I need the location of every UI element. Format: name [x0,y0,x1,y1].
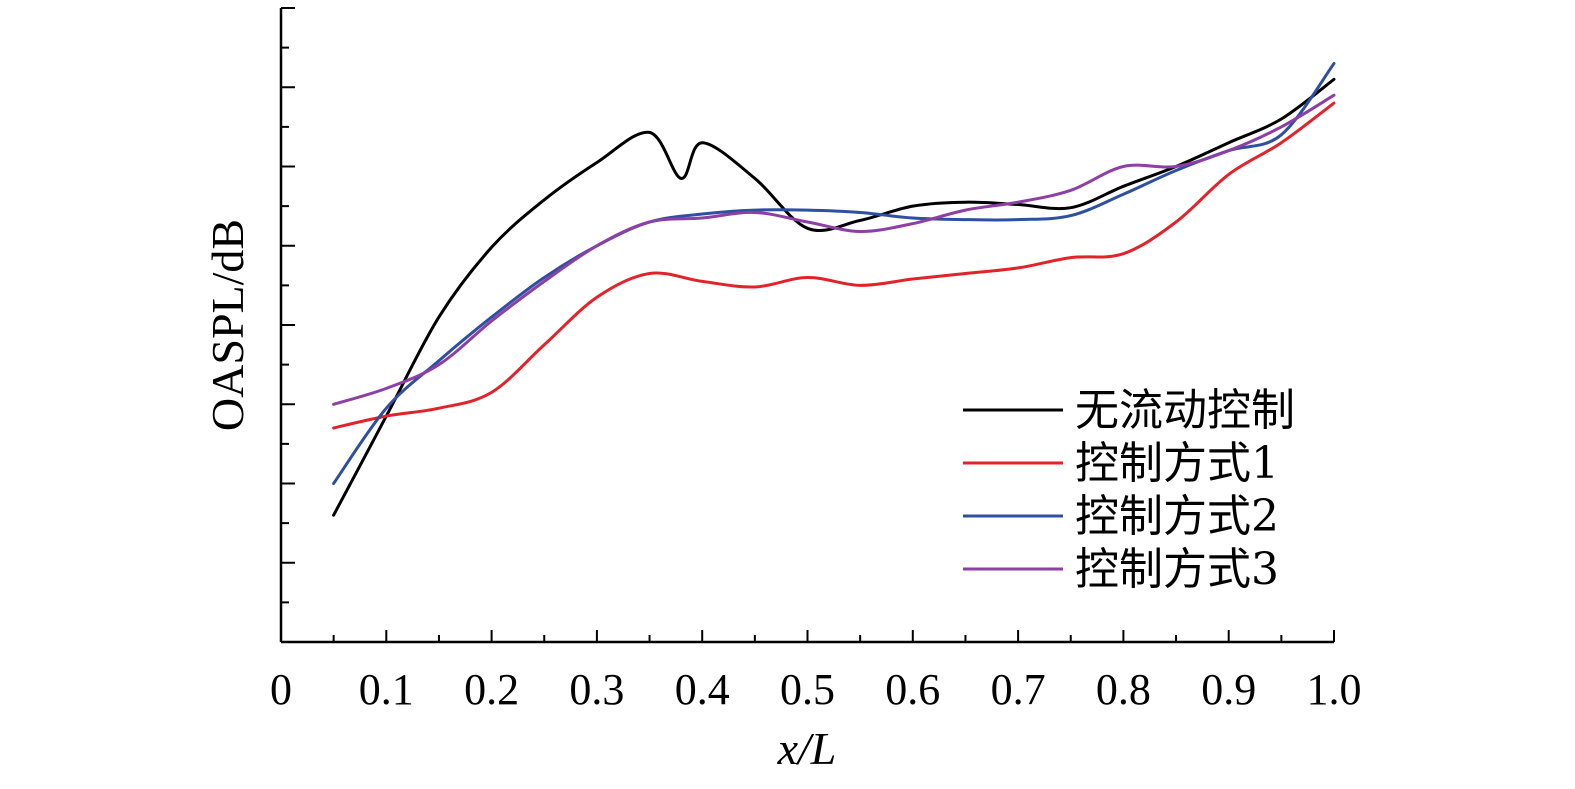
x-axis-title: x/L [777,723,837,774]
x-tick-label: 0.1 [359,665,414,714]
x-tick-label: 0.4 [675,665,730,714]
series-line-2 [332,101,1336,430]
legend-label-2: 控制方式1 [1075,438,1279,489]
y-axis-title: OASPL/dB [202,219,253,431]
series-line-3 [332,62,1336,485]
x-tick-label: 0.5 [780,665,835,714]
series-layer [332,62,1336,517]
legend-label-4: 控制方式3 [1075,544,1279,595]
series-line-1 [332,77,1336,517]
x-tick-label: 0.6 [885,665,940,714]
x-tick-label: 0.7 [991,665,1046,714]
x-tick-label: 0.8 [1096,665,1151,714]
x-tick-label: 0.9 [1201,665,1256,714]
x-tick-label: 1.0 [1307,665,1362,714]
x-tick-label: 0 [270,665,292,714]
legend-label-3: 控制方式2 [1075,491,1279,542]
x-tick-label: 0.2 [464,665,519,714]
legend-label-1: 无流动控制 [1075,385,1295,436]
axes: 0 0.1 0.2 0.3 0.4 0.5 0.6 0.7 0.8 0.9 1.0 [270,7,1362,714]
series-line-4 [332,93,1336,406]
x-tick-label: 0.3 [569,665,624,714]
